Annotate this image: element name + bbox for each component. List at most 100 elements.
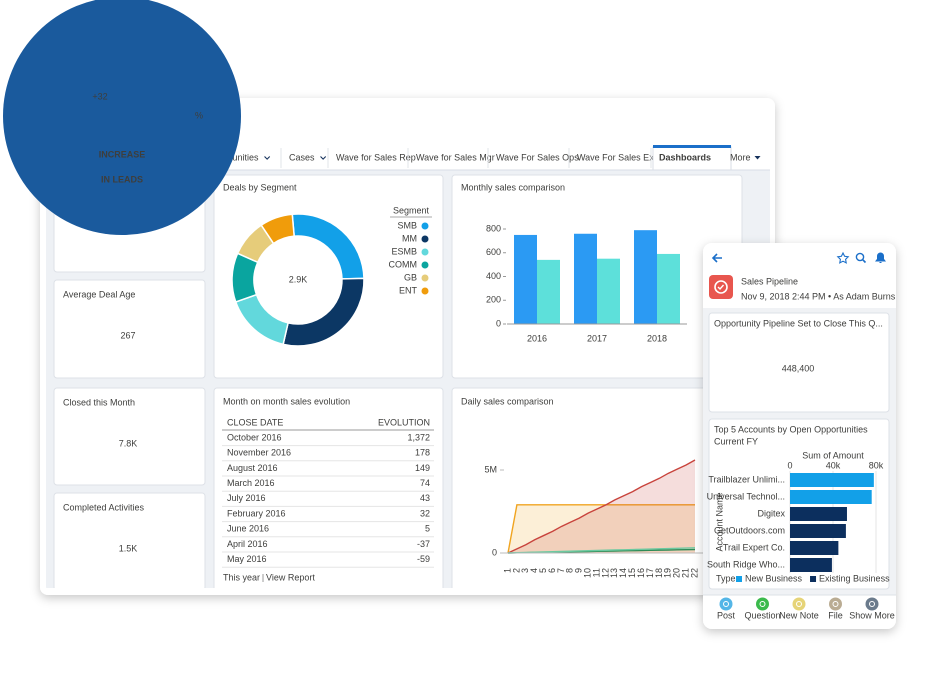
legend-swatch bbox=[421, 261, 429, 269]
y-tick-label: 5M bbox=[484, 464, 497, 474]
x-tick-label: 10 bbox=[583, 568, 593, 578]
bar bbox=[790, 524, 846, 538]
table-cell: April 2016 bbox=[227, 539, 268, 549]
x-tick-label: 1 bbox=[502, 568, 512, 573]
footer-text: This year bbox=[223, 572, 260, 582]
action-icon[interactable] bbox=[865, 597, 879, 611]
action-label[interactable]: Question bbox=[744, 610, 780, 620]
line bbox=[507, 547, 696, 554]
nav-tab[interactable]: Wave For Sales Ops bbox=[496, 152, 579, 162]
y-tick-label: 0 bbox=[496, 318, 501, 328]
metric-title: Completed Activities bbox=[63, 502, 145, 512]
x-tick-label: 4 bbox=[529, 568, 539, 573]
metric-value: 7.8K bbox=[119, 438, 138, 448]
table-cell: July 2016 bbox=[227, 493, 266, 503]
y-tick-label: Trail Expert Co. bbox=[723, 542, 785, 552]
nav-tab[interactable]: More bbox=[730, 152, 751, 162]
area bbox=[508, 504, 695, 553]
y-tick-label: Digitex bbox=[757, 508, 785, 518]
y-tick-label: GetOutdoors.com bbox=[714, 525, 785, 535]
x-tick-label: 40k bbox=[826, 460, 841, 470]
legend-swatch bbox=[421, 287, 429, 295]
card-title: Opportunity Pipeline Set to Close This Q… bbox=[714, 318, 883, 328]
action-icon[interactable] bbox=[756, 597, 769, 611]
action-glyph bbox=[869, 601, 875, 607]
badge-value: +32 bbox=[92, 91, 107, 101]
metric-value: 448,400 bbox=[782, 363, 815, 373]
legend-swatch bbox=[421, 235, 429, 243]
table-cell: May 2016 bbox=[227, 554, 267, 564]
action-label[interactable]: Show More bbox=[849, 610, 895, 620]
footer-link[interactable]: View Report bbox=[266, 572, 315, 582]
x-tick-label: 12 bbox=[600, 568, 610, 578]
action-icon[interactable] bbox=[719, 597, 733, 611]
badge-line: IN LEADS bbox=[101, 174, 143, 184]
action-label[interactable]: New Note bbox=[779, 610, 819, 620]
x-tick-label: 11 bbox=[591, 568, 601, 577]
action-glyph bbox=[759, 601, 766, 607]
table-cell: 74 bbox=[420, 478, 430, 488]
legend-swatch bbox=[810, 576, 817, 582]
dashboard-window: OpportunitiesCasesWave for Sales RepWave… bbox=[40, 98, 775, 595]
bar bbox=[790, 507, 847, 521]
nav-tab[interactable]: Cases bbox=[289, 152, 315, 162]
mobile-app: Sales Pipeline Nov 9, 2018 2:44 PM • As A… bbox=[703, 243, 896, 629]
card-subtitle: Current FY bbox=[714, 436, 758, 446]
table-cell: 5 bbox=[425, 524, 430, 534]
legend-swatch bbox=[421, 248, 429, 256]
bar bbox=[537, 259, 560, 324]
legend-title: Type bbox=[716, 573, 736, 583]
bar bbox=[790, 541, 839, 555]
table-cell: -59 bbox=[417, 554, 430, 564]
column-header: CLOSE DATE bbox=[227, 417, 283, 427]
column-header: EVOLUTION bbox=[378, 417, 430, 427]
x-tick-label: 14 bbox=[618, 568, 628, 578]
table-cell: November 2016 bbox=[227, 448, 291, 458]
action-label[interactable]: Post bbox=[717, 610, 736, 620]
card bbox=[451, 387, 743, 588]
bell-icon[interactable] bbox=[875, 252, 886, 263]
badge-circle bbox=[3, 0, 241, 235]
y-tick-label: 400 bbox=[486, 271, 501, 281]
legend-label: GB bbox=[404, 272, 417, 282]
line bbox=[507, 459, 696, 554]
nav-tab[interactable]: Wave for Sales Mgr bbox=[416, 152, 495, 162]
x-tick-label: 2018 bbox=[647, 333, 667, 343]
action-label[interactable]: File bbox=[828, 610, 843, 620]
search-icon[interactable] bbox=[855, 252, 865, 262]
area bbox=[508, 460, 695, 553]
action-icon[interactable] bbox=[792, 597, 806, 611]
metric-title: Average Deal Age bbox=[63, 289, 135, 299]
x-tick-label: 18 bbox=[654, 568, 664, 578]
table-cell: August 2016 bbox=[227, 463, 278, 473]
tab-chevron bbox=[264, 156, 271, 160]
table-cell: 149 bbox=[415, 463, 430, 473]
x-tick-label: 9 bbox=[574, 568, 584, 573]
badge-line: INCREASE bbox=[99, 149, 146, 159]
table-cell: -37 bbox=[417, 539, 430, 549]
nav-tab[interactable]: Wave for Sales Rep bbox=[336, 152, 416, 162]
chart-title: Daily sales comparison bbox=[461, 396, 554, 406]
legend-label: ENT bbox=[399, 285, 418, 295]
y-tick-label: Universal Technol... bbox=[707, 491, 785, 501]
x-tick-label: 2016 bbox=[527, 333, 547, 343]
bar bbox=[574, 233, 597, 324]
action-icon[interactable] bbox=[829, 597, 842, 611]
bar bbox=[634, 230, 657, 324]
y-tick-label: Trailblazer Unlimi... bbox=[708, 474, 785, 484]
legend-label: Existing Business bbox=[819, 573, 890, 583]
nav-tab[interactable]: Dashboards bbox=[659, 152, 711, 162]
x-tick-label: 20 bbox=[672, 568, 682, 578]
x-tick-label: 2 bbox=[511, 568, 521, 573]
x-tick-label: 15 bbox=[627, 568, 637, 578]
table-cell: October 2016 bbox=[227, 432, 282, 442]
x-tick-label: 5 bbox=[538, 568, 548, 573]
badge-unit: % bbox=[195, 110, 203, 120]
star-icon[interactable] bbox=[836, 251, 850, 264]
back-icon[interactable] bbox=[711, 253, 722, 263]
mobile-content: Sales Pipeline Nov 9, 2018 2:44 PM • As A… bbox=[707, 276, 896, 620]
nav-tab[interactable]: Wave For Sales Exec bbox=[577, 152, 664, 162]
active-tab-underline bbox=[653, 145, 732, 148]
chart-title: Monthly sales comparison bbox=[461, 182, 565, 192]
bar bbox=[657, 253, 680, 324]
